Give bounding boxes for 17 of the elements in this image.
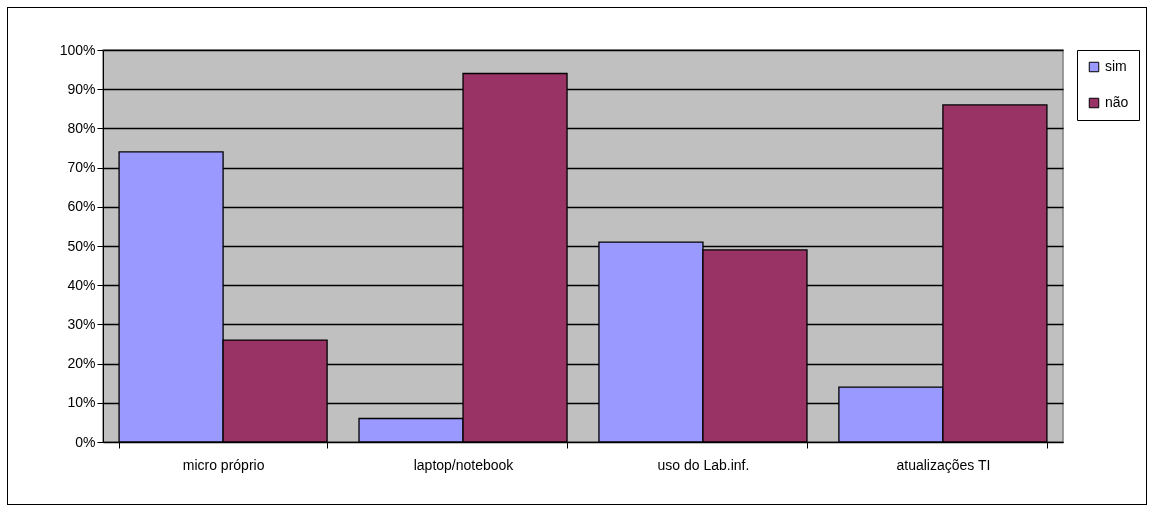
y-tick-label: 80% bbox=[67, 119, 96, 136]
legend-label: não bbox=[1105, 94, 1129, 110]
y-tick-label: 100% bbox=[59, 41, 96, 58]
y-tick-label: 30% bbox=[67, 315, 96, 332]
y-tick-label: 0% bbox=[75, 433, 96, 450]
x-tick-label: atualizações TI bbox=[896, 456, 991, 473]
legend-label: sim bbox=[1105, 58, 1127, 74]
y-tick-label: 60% bbox=[67, 198, 96, 215]
y-tick-label: 70% bbox=[67, 159, 96, 176]
y-tick-label: 50% bbox=[67, 237, 96, 254]
y-tick-label: 20% bbox=[67, 355, 96, 372]
y-tick-label: 90% bbox=[67, 80, 96, 97]
y-tick-label: 40% bbox=[67, 276, 96, 293]
x-tick-label: micro próprio bbox=[182, 456, 265, 473]
x-tick-label: laptop/notebook bbox=[413, 456, 515, 473]
y-tick-label: 10% bbox=[67, 394, 96, 411]
x-tick-label: uso do Lab.inf. bbox=[657, 456, 750, 473]
